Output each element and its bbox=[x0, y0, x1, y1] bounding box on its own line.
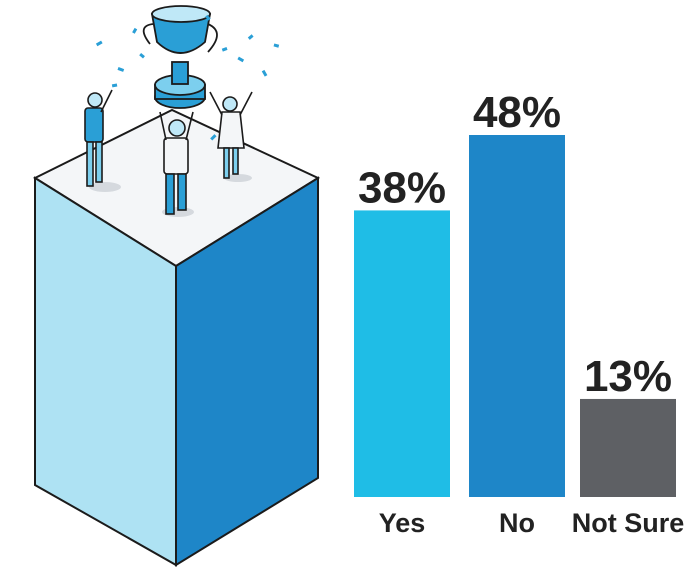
bar-no bbox=[469, 135, 565, 497]
category-label-no: No bbox=[499, 508, 535, 538]
person-right-icon bbox=[209, 91, 253, 179]
confetti-icon bbox=[95, 14, 280, 141]
value-label-no: 48% bbox=[473, 88, 561, 137]
category-label-yes: Yes bbox=[379, 508, 426, 538]
category-label-not-sure: Not Sure bbox=[572, 508, 685, 538]
person-left-icon bbox=[84, 89, 113, 187]
value-label-not-sure: 13% bbox=[584, 352, 672, 401]
labels-layer: 38% Yes 48% No 13% Not Sure bbox=[358, 88, 684, 538]
pedestal-side bbox=[175, 176, 319, 567]
bar-yes bbox=[354, 210, 450, 497]
trophy-icon bbox=[142, 5, 218, 109]
value-label-yes: 38% bbox=[358, 163, 446, 212]
bar-not-sure bbox=[580, 398, 676, 497]
person-center-icon bbox=[159, 111, 194, 215]
bars-layer bbox=[354, 135, 676, 497]
